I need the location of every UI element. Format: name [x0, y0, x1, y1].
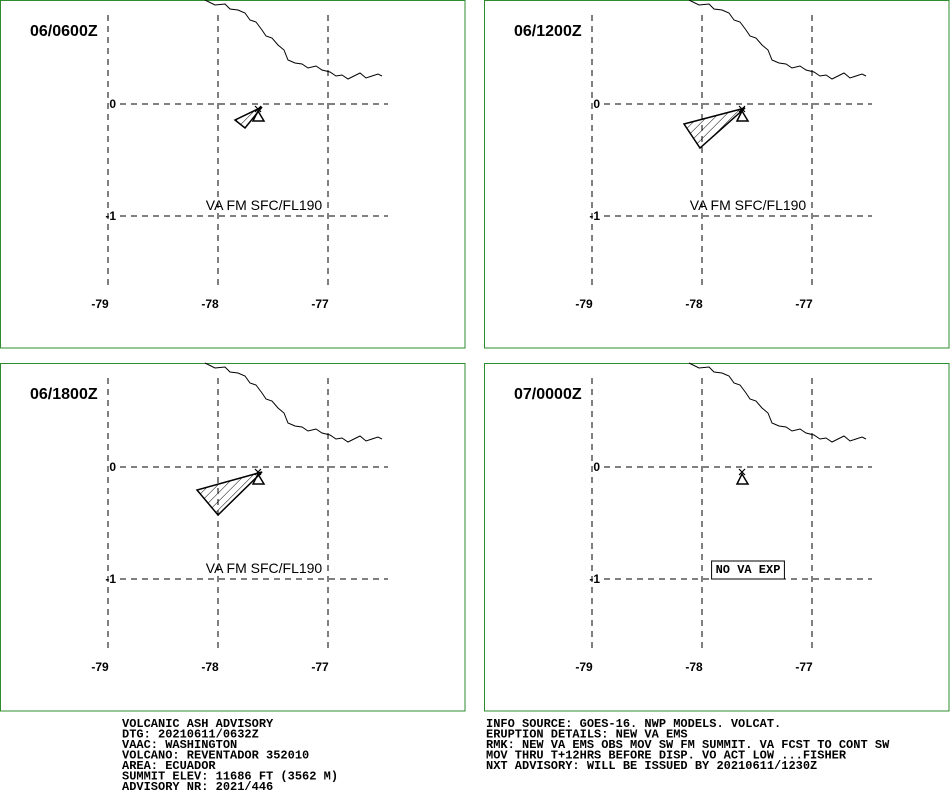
lon-tick-label: -79 — [575, 660, 593, 674]
lat-tick-label: -1 — [589, 572, 600, 586]
valid-time: 06/1800Z — [30, 386, 98, 403]
coastline — [688, 0, 867, 80]
volcano-cross — [738, 468, 746, 476]
coastline — [688, 362, 867, 443]
coastline — [204, 0, 383, 80]
lat-tick-label: -1 — [105, 209, 116, 223]
ash-text: NO VA EXP — [716, 563, 781, 577]
lon-tick-label: -79 — [91, 297, 109, 311]
advisory-line: ERUPTION DETAILS: NEW VA EMS — [486, 728, 688, 742]
panel-frame — [484, 363, 950, 712]
lon-tick-label: -79 — [575, 297, 593, 311]
advisory-line: SUMMIT ELEV: 11686 FT (3562 M) — [122, 770, 338, 784]
advisory-line: VOLCANO: REVENTADOR 352010 — [122, 749, 309, 763]
advisory-line: MOV THRU T+12HRS BEFORE DISP. VO ACT LOW… — [486, 749, 847, 763]
forecast-panel: -79 -78 -77 0 -1 07/0000Z NO VA EXP — [484, 362, 950, 712]
lat-tick-label: 0 — [593, 460, 600, 474]
lon-tick-label: -78 — [201, 297, 219, 311]
lon-tick-label: -77 — [311, 660, 329, 674]
lon-tick-label: -78 — [685, 297, 703, 311]
advisory-line: NXT ADVISORY: WILL BE ISSUED BY 20210611… — [486, 759, 817, 773]
lon-tick-label: -77 — [795, 297, 813, 311]
lon-tick-label: -77 — [795, 660, 813, 674]
ash-area — [233, 106, 263, 130]
lon-tick-label: -78 — [685, 660, 703, 674]
coastline — [204, 362, 383, 443]
advisory-line: VOLCANIC ASH ADVISORY — [122, 717, 274, 731]
ash-text: VA FM SFC/FL190 — [206, 197, 323, 213]
panel-frame — [0, 0, 466, 349]
advisory-line: DTG: 20210611/0632Z — [122, 728, 259, 742]
ash-text: VA FM SFC/FL190 — [206, 560, 323, 576]
lon-tick-label: -77 — [311, 297, 329, 311]
ash-text: VA FM SFC/FL190 — [690, 197, 807, 213]
lon-tick-label: -79 — [91, 660, 109, 674]
volcano — [735, 472, 750, 485]
advisory-line: INFO SOURCE: GOES-16. NWP MODELS. VOLCAT… — [486, 717, 781, 731]
advisory-line: RMK: NEW VA EMS OBS MOV SW FM SUMMIT. VA… — [486, 738, 890, 752]
lat-tick-label: -1 — [589, 209, 600, 223]
advisory-line: AREA: ECUADOR — [122, 759, 216, 773]
forecast-panel: -79 -78 -77 0 -1 06/0600Z VA FM SFC/FL190 — [0, 0, 466, 349]
panel-frame — [0, 363, 466, 712]
ash-area — [682, 107, 746, 150]
valid-time: 06/0600Z — [30, 23, 98, 40]
forecast-panel: -79 -78 -77 0 -1 06/1200Z VA FM SFC/FL190 — [484, 0, 950, 349]
advisory-right: INFO SOURCE: GOES-16. NWP MODELS. VOLCAT… — [486, 717, 890, 773]
forecast-panel: -79 -78 -77 0 -1 06/1800Z VA FM SFC/FL190 — [0, 362, 466, 712]
advisory-line: VAAC: WASHINGTON — [122, 738, 237, 752]
ash-area — [195, 471, 263, 517]
lat-tick-label: 0 — [109, 460, 116, 474]
lat-tick-label: 0 — [109, 97, 116, 111]
panel-frame — [484, 0, 950, 349]
valid-time: 06/1200Z — [514, 23, 582, 40]
valid-time: 07/0000Z — [514, 386, 582, 403]
advisory-line: ADVISORY NR: 2021/446 — [122, 780, 273, 794]
volcano — [735, 109, 750, 122]
lat-tick-label: -1 — [105, 572, 116, 586]
lon-tick-label: -78 — [201, 660, 219, 674]
lat-tick-label: 0 — [593, 97, 600, 111]
ash-text-box — [711, 560, 785, 580]
